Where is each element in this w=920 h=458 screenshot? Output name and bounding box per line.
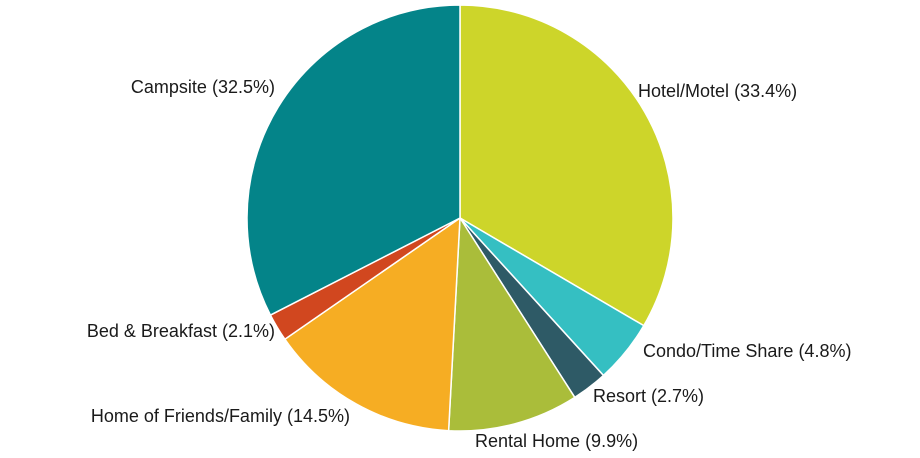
pie-slice <box>447 215 576 432</box>
slice-label: Campsite (32.5%) <box>131 77 275 97</box>
slice-category: Condo/Time Share <box>643 341 793 361</box>
slice-label: Condo/Time Share (4.8%) <box>643 341 851 361</box>
slice-label: Rental Home (9.9%) <box>475 431 638 451</box>
slice-value: (4.8%) <box>798 341 851 361</box>
slice-label: Bed & Breakfast (2.1%) <box>87 321 275 341</box>
pie-slice <box>246 4 461 317</box>
slice-value: (9.9%) <box>585 431 638 451</box>
slice-label: Resort (2.7%) <box>593 386 704 406</box>
slice-value: (2.7%) <box>651 386 704 406</box>
slice-category: Bed & Breakfast <box>87 321 217 341</box>
slice-category: Rental Home <box>475 431 580 451</box>
slice-value: (33.4%) <box>734 81 797 101</box>
slice-value: (14.5%) <box>287 406 350 426</box>
slice-label: Home of Friends/Family (14.5%) <box>91 406 350 426</box>
slice-category: Campsite <box>131 77 207 97</box>
pie-slice <box>283 216 461 432</box>
slice-value: (32.5%) <box>212 77 275 97</box>
slice-category: Hotel/Motel <box>638 81 729 101</box>
slice-value: (2.1%) <box>222 321 275 341</box>
slice-category: Resort <box>593 386 646 406</box>
pie-slice <box>459 4 674 327</box>
slice-label: Hotel/Motel (33.4%) <box>638 81 797 101</box>
slice-category: Home of Friends/Family <box>91 406 282 426</box>
